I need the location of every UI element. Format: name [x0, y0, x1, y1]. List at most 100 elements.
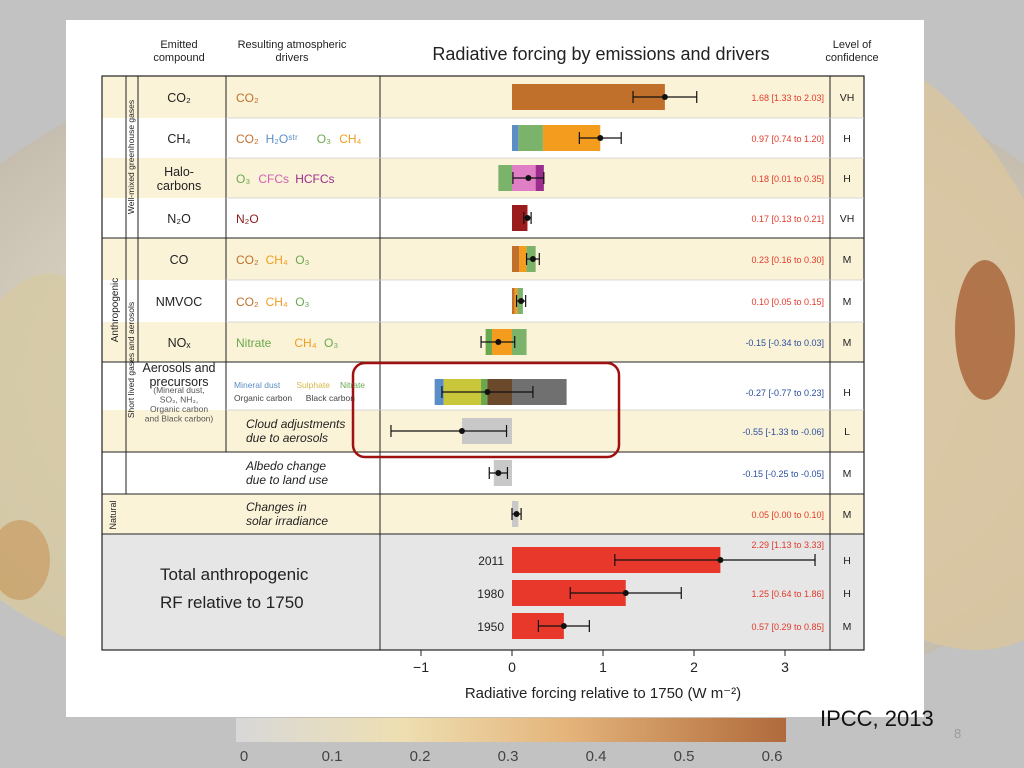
total-block-band — [102, 534, 864, 650]
confidence-label: VH — [840, 213, 855, 225]
driver-label: CO₂ — [236, 132, 259, 146]
bar-segment — [519, 246, 527, 272]
compound-label: Aerosols and precursors — [143, 361, 216, 389]
central-value-point — [529, 256, 536, 262]
confidence-label: H — [843, 133, 851, 145]
colorbar — [236, 718, 786, 742]
driver-label-italic: Changes in solar irradiance — [246, 500, 328, 528]
driver-label: O₃ — [236, 172, 250, 186]
central-value-point — [495, 339, 502, 345]
bar-segment — [512, 205, 528, 231]
driver-label-italic: Albedo change due to land use — [245, 459, 328, 487]
compound-label: CO — [170, 253, 189, 267]
table-frame — [101, 75, 865, 651]
citation: IPCC, 2013 — [820, 706, 934, 731]
x-tick-label: 3 — [781, 659, 789, 675]
year-label: 1950 — [477, 620, 504, 634]
table-row-band — [102, 238, 864, 280]
value-label: 0.17 [0.13 to 0.21] — [751, 214, 824, 224]
slide-number: 8 — [954, 726, 962, 741]
driver-label-small: Black carbon — [306, 393, 355, 403]
value-label: 2.29 [1.13 to 3.33] — [751, 540, 824, 550]
header-emitted-compound: Emitted compound — [153, 39, 204, 64]
total-label: Total anthropogenic RF relative to 1750 — [160, 565, 309, 612]
confidence-label: H — [843, 555, 851, 567]
x-tick-label: 1 — [599, 659, 607, 675]
central-value-point — [661, 94, 668, 100]
bar-segment — [498, 165, 512, 191]
table-row-band — [102, 452, 864, 494]
chart-title: Radiative forcing by emissions and drive… — [432, 44, 769, 64]
value-label: -0.27 [-0.77 to 0.23] — [745, 388, 824, 398]
value-label: 0.23 [0.16 to 0.30] — [751, 255, 824, 265]
confidence-label: M — [843, 621, 852, 633]
table-row-band — [102, 158, 864, 198]
driver-label-small: Sulphate — [296, 380, 330, 390]
bar-segment — [518, 125, 543, 151]
driver-label: HCFCs — [295, 172, 334, 186]
group-label-anthropogenic: Anthropogenic — [110, 278, 121, 343]
compound-label: NMVOC — [156, 295, 203, 309]
x-tick-label: 2 — [690, 659, 698, 675]
radiative-forcing-chart: Emitted compound Resulting atmospheric driv… — [101, 39, 879, 702]
driver-label: CO₂ — [236, 295, 259, 309]
central-value-point — [622, 590, 629, 596]
colorbar-tick-label: 0.3 — [497, 748, 519, 765]
header-resulting-drivers: Resulting atmospheric drivers — [238, 39, 347, 64]
driver-label: CH₄ — [266, 253, 288, 267]
value-label: 0.18 [0.01 to 0.35] — [751, 174, 824, 184]
value-label: -0.15 [-0.34 to 0.03] — [745, 338, 824, 348]
group-label-natural: Natural — [108, 500, 118, 529]
table-row-band — [102, 76, 864, 118]
table-row-band — [102, 118, 864, 158]
compound-label: N₂O — [167, 212, 191, 226]
value-label: 0.10 [0.05 to 0.15] — [751, 297, 824, 307]
driver-label: O₃ — [295, 253, 309, 267]
colorbar-tick-label: 0.5 — [673, 748, 695, 765]
driver-label-small: Organic carbon — [234, 393, 292, 403]
table-row-band — [102, 494, 864, 534]
value-label: 0.57 [0.29 to 0.85] — [751, 622, 824, 632]
central-value-point — [597, 135, 604, 141]
compound-sublabel: (Mineral dust, SO₂, NH₃, Organic carbon and… — [145, 385, 214, 424]
driver-label-small: Mineral dust — [234, 380, 281, 390]
confidence-label: H — [843, 173, 851, 185]
driver-label: O₃ — [295, 295, 309, 309]
driver-label-small: Nitrate — [340, 380, 365, 390]
central-value-point — [458, 428, 465, 434]
driver-label: CO₂ — [236, 253, 259, 267]
colorbar-tick-label: 0.4 — [585, 748, 607, 765]
year-label: 2011 — [478, 554, 504, 568]
central-value-point — [484, 389, 491, 395]
confidence-label: M — [843, 337, 852, 349]
confidence-label: L — [844, 426, 850, 438]
figure-panel: Emitted compound Resulting atmospheric driv… — [66, 20, 924, 717]
value-label: 1.25 [0.64 to 1.86] — [751, 589, 824, 599]
driver-label: CH₄ — [294, 336, 316, 350]
central-value-point — [560, 623, 567, 629]
bar-segment — [512, 329, 527, 355]
central-value-point — [513, 511, 520, 517]
driver-label: N₂O — [236, 212, 259, 226]
value-label: -0.55 [-1.33 to -0.06] — [742, 427, 824, 437]
value-label: 0.97 [0.74 to 1.20] — [751, 134, 824, 144]
bar-segment — [512, 125, 519, 151]
highlight-box — [351, 361, 621, 459]
compound-label: Halo-carbons — [157, 165, 201, 193]
table-row-band — [102, 198, 864, 238]
compound-label: NOₓ — [168, 336, 192, 350]
central-value-point — [495, 470, 502, 476]
confidence-label: M — [843, 468, 852, 480]
compound-label: CO₂ — [167, 91, 191, 105]
x-axis-label: Radiative forcing relative to 1750 (W m⁻… — [465, 685, 741, 702]
central-value-point — [518, 298, 525, 304]
central-value-point — [525, 175, 532, 181]
confidence-label: VH — [840, 92, 855, 104]
confidence-label: H — [843, 588, 851, 600]
driver-label: CFCs — [258, 172, 289, 186]
year-label: 1980 — [477, 587, 504, 601]
driver-label: O₃ — [317, 132, 331, 146]
value-label: 1.68 [1.33 to 2.03] — [751, 93, 824, 103]
colorbar-tick-label: 0.2 — [409, 748, 431, 765]
compound-label: CH₄ — [167, 132, 190, 146]
